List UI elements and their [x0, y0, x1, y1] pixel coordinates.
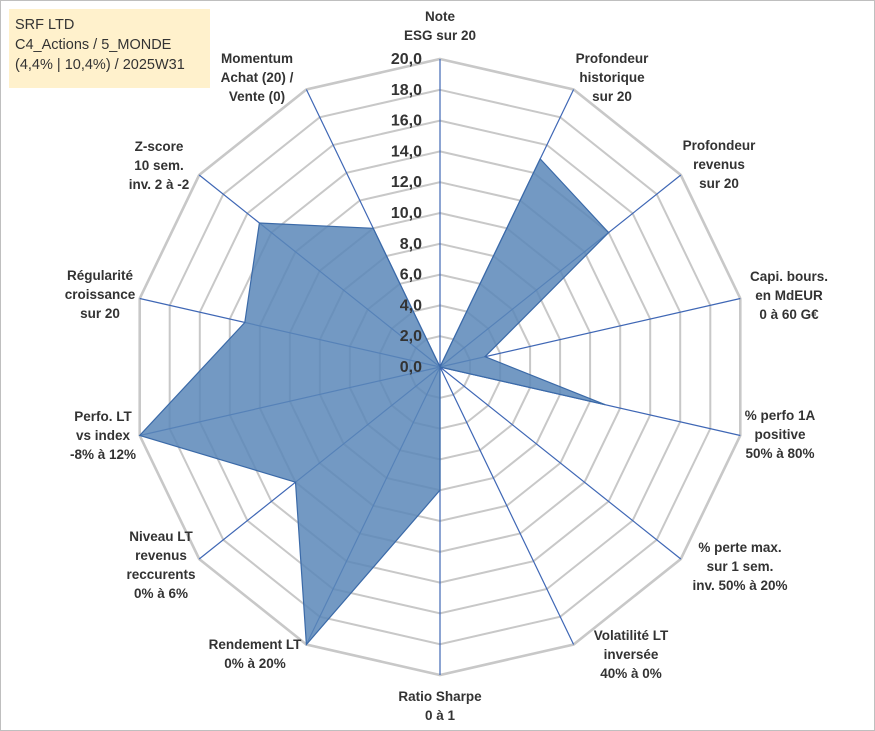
info-category: C4_Actions / 5_MONDE	[15, 37, 172, 53]
axis-label: Rendement LT 0% à 20%	[209, 637, 303, 671]
axis-label: Volatilité LT inversée 40% à 0%	[594, 628, 669, 681]
axis-spoke	[439, 297, 741, 368]
series-area	[138, 157, 610, 646]
info-box: SRF LTD C4_Actions / 5_MONDE (4,4% | 10,…	[9, 9, 210, 88]
tick-label: 0,0	[400, 359, 422, 376]
tick-label: 14,0	[391, 143, 422, 160]
tick-label: 2,0	[400, 328, 422, 345]
axis-label: Note ESG sur 20	[404, 9, 476, 43]
axis-label: Perfo. LT vs index -8% à 12%	[70, 409, 136, 462]
axis-label: Profondeur revenus sur 20	[683, 138, 756, 191]
info-period: (4,4% | 10,4%) / 2025W31	[15, 57, 185, 73]
tick-label: 10,0	[391, 205, 422, 222]
axis-label: Régularité croissance sur 20	[65, 268, 136, 321]
tick-label: 12,0	[391, 174, 422, 191]
axis-spoke	[439, 366, 682, 560]
axis-label: Capi. bours. en MdEUR 0 à 60 G€	[750, 269, 828, 322]
tick-label: 16,0	[391, 113, 422, 130]
axis-label: Momentum Achat (20) / Vente (0)	[221, 51, 294, 104]
axis-spoke	[439, 366, 575, 645]
tick-label: 20,0	[391, 51, 422, 68]
axis-label: % perfo 1A positive 50% à 80%	[745, 408, 816, 461]
axis-label: Z-score 10 sem. inv. 2 à -2	[129, 139, 190, 192]
tick-label: 4,0	[400, 297, 422, 314]
axis-label: Niveau LT revenus reccurents 0% à 6%	[126, 529, 195, 601]
info-company: SRF LTD	[15, 17, 75, 33]
tick-label: 18,0	[391, 82, 422, 99]
axis-label: Ratio Sharpe 0 à 1	[398, 689, 482, 723]
axis-label: Profondeur historique sur 20	[576, 51, 649, 104]
radar-series	[138, 157, 610, 646]
radar-tick-labels: 0,0 2,0 4,0 6,0 8,0 10,0 12,0 14,0 16,0 18,0 20,0	[391, 51, 422, 376]
axis-label: % perte max. sur 1 sem. inv. 50% à 20%	[692, 540, 787, 593]
tick-label: 6,0	[400, 267, 422, 284]
radar-axis-labels: Note ESG sur 20 Profondeur historique sur 20…	[65, 9, 828, 723]
tick-label: 8,0	[400, 236, 422, 253]
